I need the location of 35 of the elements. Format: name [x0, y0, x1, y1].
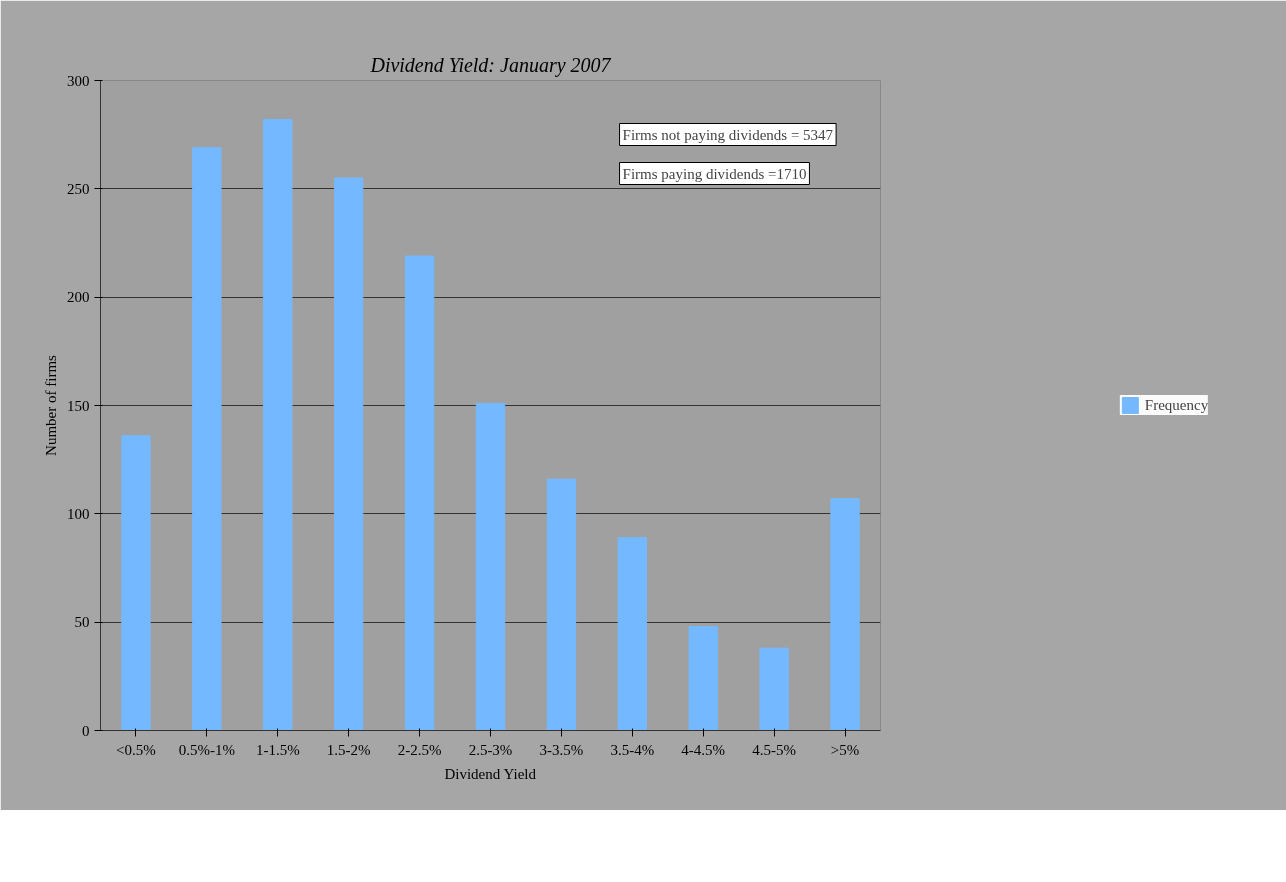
bar	[830, 498, 860, 731]
y-tick-label: 150	[67, 397, 90, 414]
bar	[546, 478, 577, 731]
bar	[334, 177, 364, 731]
x-tick-label: 2.5-3%	[468, 741, 513, 758]
x-axis-title: Dividend Yield	[444, 765, 537, 782]
x-tick-label: 3-3.5%	[539, 741, 584, 758]
annotation: Firms not paying dividends = 5347	[622, 126, 834, 143]
x-tick-label: 0.5%-1%	[178, 741, 235, 758]
bar	[404, 255, 435, 731]
bar	[192, 147, 222, 731]
y-tick-label: 200	[67, 289, 90, 306]
y-axis-title: Number of firms	[43, 354, 59, 456]
legend-label: Frequency	[1144, 396, 1209, 414]
annotation: Firms paying dividends =1710	[622, 165, 807, 182]
x-tick-label: 4-4.5%	[681, 741, 726, 758]
chart-title: Dividend Yield: January 2007	[369, 53, 612, 77]
y-tick-label: 0	[82, 722, 90, 739]
bar	[475, 402, 506, 731]
x-tick-label: 2-2.5%	[397, 741, 442, 758]
bar	[617, 537, 647, 731]
x-tick-label: 1-1.5%	[255, 741, 300, 758]
bar	[263, 119, 293, 731]
y-tick-label: 100	[67, 505, 90, 522]
x-tick-label: 1.5-2%	[326, 741, 371, 758]
bar	[121, 435, 151, 731]
x-tick-label: 3.5-4%	[610, 741, 655, 758]
x-tick-label: <0.5%	[116, 741, 156, 758]
bar	[759, 647, 789, 731]
y-tick-label: 50	[74, 614, 90, 631]
bar	[688, 626, 718, 731]
y-tick-label: 300	[67, 72, 90, 89]
y-tick-label: 250	[67, 180, 90, 197]
x-tick-label: >5%	[830, 741, 860, 758]
x-tick-label: 4.5-5%	[752, 741, 797, 758]
